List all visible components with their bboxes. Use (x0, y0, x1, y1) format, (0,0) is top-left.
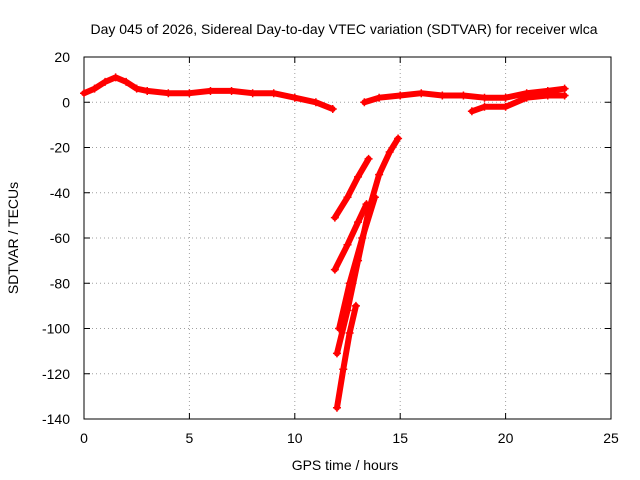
data-point (290, 93, 299, 102)
x-tick-label: 10 (287, 430, 303, 446)
series-track-h (334, 302, 359, 411)
data-point (364, 206, 373, 215)
y-tick-label: 0 (62, 94, 70, 110)
data-point (560, 91, 569, 100)
data-point (143, 86, 152, 95)
data-point (522, 93, 531, 102)
y-axis-tick-labels: 20 0 -20 -40 -60 -80 -100 -120 -140 (42, 49, 70, 427)
y-tick-label: -120 (42, 366, 70, 382)
data-series (80, 73, 569, 412)
data-point (560, 84, 569, 93)
data-point (339, 365, 348, 374)
data-point (311, 98, 320, 107)
data-point (227, 86, 236, 95)
data-point (501, 93, 510, 102)
x-tick-label: 20 (498, 430, 514, 446)
data-point (343, 240, 352, 249)
data-point (332, 349, 341, 358)
y-tick-label: -20 (50, 140, 70, 156)
data-point (90, 84, 99, 93)
series-track-a (81, 74, 336, 112)
data-point (364, 154, 373, 163)
y-axis-label: SDTVAR / TECUs (5, 182, 21, 294)
data-point (385, 148, 394, 157)
data-point (480, 102, 489, 111)
x-tick-label: 15 (392, 430, 408, 446)
data-point (467, 107, 476, 116)
data-point (132, 84, 141, 93)
y-tick-label: 20 (54, 49, 70, 65)
data-point (375, 170, 384, 179)
x-axis-label: GPS time / hours (292, 457, 399, 473)
data-point (396, 91, 405, 100)
data-point (354, 218, 363, 227)
data-point (248, 89, 257, 98)
data-point (122, 77, 131, 86)
data-point (417, 89, 426, 98)
data-point (343, 306, 352, 315)
data-point (330, 265, 339, 274)
y-tick-label: -60 (50, 230, 70, 246)
x-tick-label: 25 (603, 430, 619, 446)
y-tick-label: -80 (50, 275, 70, 291)
data-point (80, 89, 88, 98)
data-point (543, 91, 552, 100)
data-point (459, 91, 468, 100)
data-point (332, 403, 341, 412)
data-point (354, 256, 363, 265)
data-point (164, 89, 173, 98)
x-axis-tick-labels: 0 5 10 15 20 25 (80, 430, 619, 446)
data-point (354, 172, 363, 181)
data-point (360, 98, 369, 107)
data-point (394, 134, 403, 143)
x-tick-label: 5 (186, 430, 194, 446)
data-point (480, 93, 489, 102)
data-point (343, 193, 352, 202)
y-tick-label: -40 (50, 185, 70, 201)
data-point (438, 91, 447, 100)
data-point (375, 93, 384, 102)
data-point (269, 89, 278, 98)
y-tick-label: -140 (42, 411, 70, 427)
axis-ticks (83, 56, 612, 420)
data-point (101, 77, 110, 86)
data-point (330, 213, 339, 222)
series-track-d (331, 155, 372, 221)
data-point (206, 86, 215, 95)
data-point (328, 105, 337, 114)
grid (84, 57, 611, 419)
y-tick-label: -100 (42, 321, 70, 337)
data-point (345, 329, 354, 338)
series-track-e (331, 201, 370, 273)
data-point (351, 301, 360, 310)
chart-title: Day 045 of 2026, Sidereal Day-to-day VTE… (90, 21, 597, 37)
data-point (111, 73, 120, 82)
data-point (501, 102, 510, 111)
x-tick-label: 0 (80, 430, 88, 446)
data-point (185, 89, 194, 98)
